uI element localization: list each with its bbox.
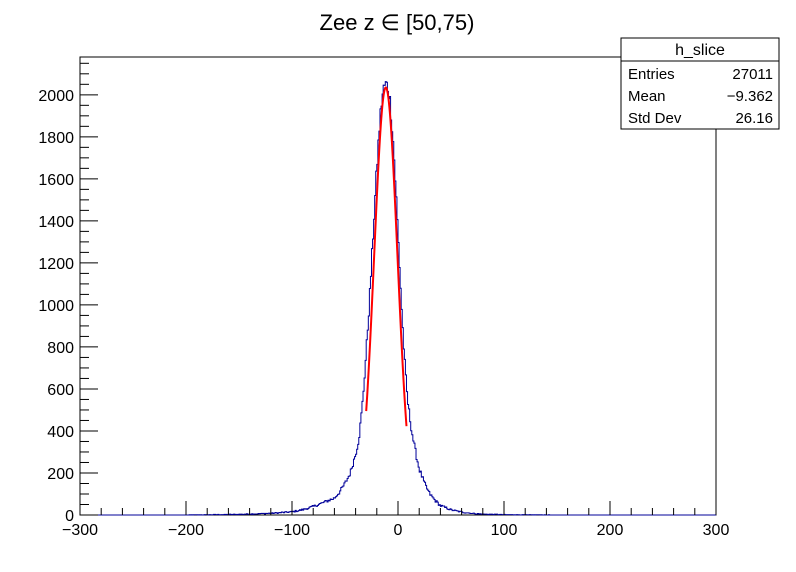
x-tick-label: 300 (703, 522, 730, 539)
stats-value-std-dev: 26.16 (735, 110, 773, 127)
stats-label-std-dev: Std Dev (628, 110, 682, 127)
y-tick-label: 800 (47, 340, 74, 357)
y-tick-label: 200 (47, 466, 74, 483)
x-tick-label: −100 (274, 522, 310, 539)
stats-box: h_slice Entries 27011 Mean −9.362 Std De… (620, 37, 780, 130)
y-tick-label: 600 (47, 382, 74, 399)
chart-title: Zee z ∈ [50,75) (320, 10, 475, 35)
y-tick-label: 1400 (38, 214, 74, 231)
y-tick-label: 0 (65, 508, 74, 525)
histogram-line (80, 81, 716, 516)
y-tick-label: 2000 (38, 88, 74, 105)
y-tick-label: 1600 (38, 172, 74, 189)
x-tick-label: −200 (168, 522, 204, 539)
y-tick-label: 1800 (38, 130, 74, 147)
y-tick-label: 400 (47, 424, 74, 441)
y-tick-label: 1000 (38, 298, 74, 315)
x-tick-label: −300 (62, 522, 98, 539)
x-tick-label: 0 (394, 522, 403, 539)
stats-label-mean: Mean (628, 88, 666, 105)
x-tick-label: 100 (491, 522, 518, 539)
stats-value-mean: −9.362 (727, 88, 773, 105)
stats-value-entries: 27011 (732, 66, 773, 83)
y-tick-label: 1200 (38, 256, 74, 273)
stats-label-entries: Entries (628, 66, 675, 83)
gaussian-fit-curve (365, 86, 408, 427)
x-tick-label: 200 (597, 522, 624, 539)
stats-box-title: h_slice (675, 42, 725, 59)
